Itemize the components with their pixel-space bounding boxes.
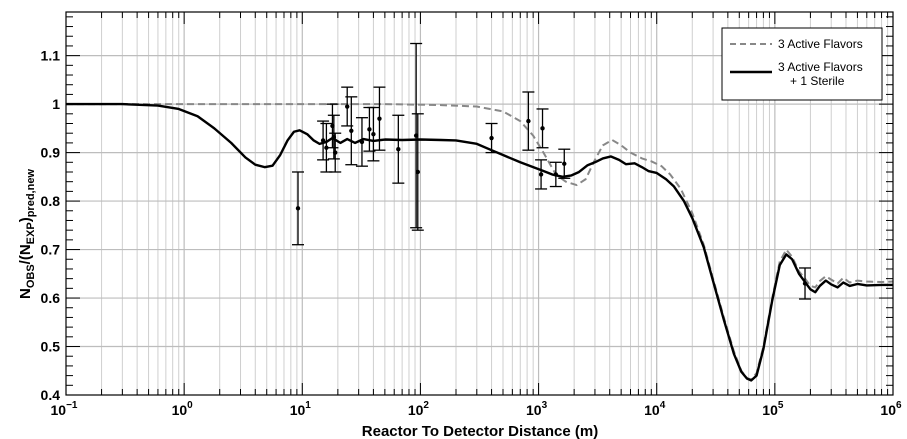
data-marker (538, 172, 544, 177)
ylabel-main: N (17, 288, 34, 299)
data-marker (295, 206, 301, 211)
x-tick-label: 105 (762, 400, 784, 418)
data-marker (377, 116, 382, 121)
ylabel-sub2: EXP (25, 222, 37, 244)
x-tick-label: 104 (644, 400, 666, 418)
legend: 3 Active Flavors 3 Active Flavors + 1 St… (721, 27, 883, 101)
y-tick-label: 0.9 (41, 145, 61, 161)
x-tick-label: 106 (880, 400, 902, 418)
ylabel-sub1: OBS (25, 264, 37, 288)
data-marker (345, 104, 350, 109)
data-marker (371, 131, 376, 137)
legend-box (721, 27, 883, 101)
legend-label-sterile-line1: 3 Active Flavors (778, 60, 863, 74)
data-point (367, 106, 380, 162)
y-axis-title: NOBS/(NEXP)pred,new (17, 169, 37, 299)
data-point (558, 148, 571, 179)
x-axis-title: Reactor To Detector Distance (m) (362, 423, 598, 439)
ylabel-mid: /(N (17, 244, 34, 264)
data-marker (320, 138, 326, 143)
data-marker (396, 147, 401, 152)
axis-ticks (66, 12, 893, 396)
data-marker (489, 135, 494, 141)
data-point (549, 161, 562, 188)
x-tick-labels: 10−1 100 101 102 103 104 105 106 (51, 400, 903, 418)
data-marker (415, 169, 420, 175)
y-tick-label: 1 (52, 96, 60, 112)
data-marker (802, 281, 808, 286)
y-tick-label: 0.4 (41, 387, 61, 403)
data-point (345, 96, 358, 166)
data-marker (540, 126, 545, 131)
x-tick-label: 10−1 (51, 400, 78, 418)
y-tick-label: 0.7 (41, 242, 61, 258)
plot-frame (65, 11, 894, 396)
series-layer (66, 102, 894, 382)
y-tick-label: 0.8 (41, 193, 61, 209)
data-marker (526, 118, 531, 124)
y-tick-labels: 0.4 0.5 0.6 0.7 0.8 0.9 1 1.1 (41, 48, 61, 403)
data-marker (349, 128, 354, 133)
data-marker (553, 172, 559, 177)
series-line-3-active-1-sterile (66, 102, 893, 382)
ylabel-close: ) (17, 217, 34, 222)
data-points-layer (292, 42, 812, 300)
data-marker (562, 161, 567, 166)
data-point (355, 117, 368, 167)
x-tick-label: 103 (526, 400, 548, 418)
x-tick-label: 101 (290, 400, 312, 418)
data-point (320, 122, 333, 173)
y-tick-label: 1.1 (41, 48, 61, 64)
x-tick-label: 102 (408, 400, 430, 418)
data-point (292, 171, 305, 246)
legend-label-sterile: 3 Active Flavors + 1 Sterile (778, 60, 866, 88)
data-marker (333, 150, 338, 155)
data-marker (367, 127, 372, 132)
legend-label-active: 3 Active Flavors (778, 37, 863, 51)
y-tick-label: 0.5 (41, 339, 61, 355)
data-point (373, 86, 386, 151)
data-point (535, 159, 548, 190)
data-point (392, 114, 405, 184)
data-point (411, 113, 424, 231)
ylabel-sub3: pred,new (25, 169, 37, 218)
data-point (485, 122, 498, 154)
data-point (522, 91, 535, 151)
data-point (317, 120, 330, 161)
legend-label-sterile-line2: + 1 Sterile (790, 74, 845, 88)
y-tick-label: 0.6 (41, 290, 61, 306)
data-point (799, 267, 812, 300)
data-point (326, 103, 339, 149)
data-marker (359, 139, 365, 145)
data-marker (324, 145, 329, 150)
svg-text:NOBS/(NEXP)pred,new: NOBS/(NEXP)pred,new (17, 169, 37, 299)
data-point (341, 86, 354, 127)
x-tick-label: 100 (172, 400, 194, 418)
data-point (536, 108, 549, 149)
data-point (329, 132, 342, 173)
